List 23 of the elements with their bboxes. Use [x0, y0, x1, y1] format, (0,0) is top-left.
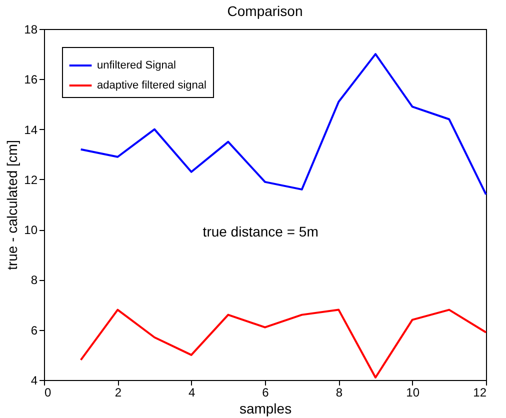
y-tick-label: 4: [30, 374, 38, 388]
x-tick-label: 8: [336, 386, 343, 400]
x-tick-label: 4: [188, 386, 196, 400]
legend-label: unfiltered Signal: [97, 60, 176, 72]
chart-title: Comparison: [227, 3, 303, 19]
annotation: true distance = 5m: [202, 224, 318, 240]
y-tick-label: 8: [30, 273, 38, 288]
legend-label: adaptive filtered signal: [97, 80, 206, 92]
line-series: [80, 53, 487, 196]
y-tick-label: 10: [24, 223, 38, 238]
y-tick-label: 14: [24, 122, 38, 137]
x-tick-label: 12: [473, 386, 487, 400]
x-tick-label: 0: [44, 386, 52, 400]
x-tick-label: 2: [114, 386, 122, 400]
y-axis-title: true - calculated [cm]: [4, 140, 20, 270]
line-series: [80, 308, 487, 378]
y-tick-label: 16: [24, 72, 38, 87]
y-tick-label: 12: [24, 172, 38, 187]
x-axis-title: samples: [239, 400, 292, 416]
x-tick-label: 10: [406, 386, 420, 400]
x-tick-label: 6: [262, 386, 270, 400]
y-tick-label: 6: [30, 323, 38, 338]
y-tick-label: 18: [24, 22, 38, 36]
